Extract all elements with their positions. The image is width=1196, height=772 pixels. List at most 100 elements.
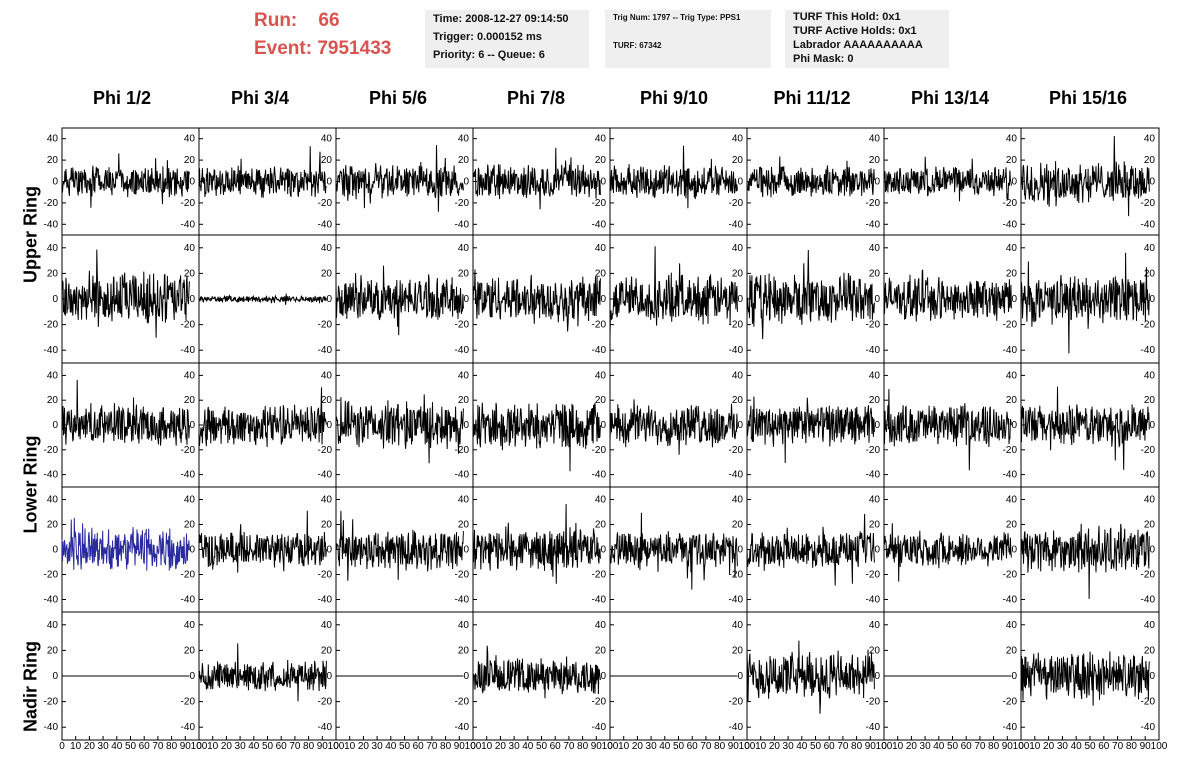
y-tick-label: 40	[321, 134, 333, 145]
y-tick-label: 20	[1006, 155, 1018, 166]
y-tick-label: 20	[595, 268, 607, 279]
y-tick-label: 40	[1144, 370, 1156, 381]
turf-info-box: TURF This Hold: 0x1 TURF Active Holds: 0…	[785, 10, 949, 68]
y-tick-label: 20	[869, 520, 881, 531]
waveform-trace	[746, 156, 875, 198]
y-tick-label: -40	[44, 219, 59, 230]
x-tick-label: 50	[536, 741, 548, 752]
x-tick-label: 30	[235, 741, 247, 752]
y-tick-label: 40	[1006, 620, 1018, 631]
x-tick-label: 20	[1043, 741, 1055, 752]
trigger-text: Trigger: 0.000152 ms	[433, 31, 542, 43]
y-tick-label: 40	[321, 370, 333, 381]
y-tick-label: 0	[326, 420, 332, 431]
y-tick-label: 0	[189, 420, 195, 431]
y-tick-label: 20	[869, 155, 881, 166]
y-tick-label: 40	[869, 134, 881, 145]
phi-mask-text: Phi Mask: 0	[793, 53, 854, 65]
y-tick-label: 0	[326, 294, 332, 305]
y-tick-label: 0	[189, 671, 195, 682]
y-tick-label: 40	[732, 495, 744, 506]
y-tick-label: 0	[600, 294, 606, 305]
y-tick-label: 0	[463, 420, 469, 431]
y-tick-label: 20	[1144, 520, 1156, 531]
waveform-trace	[61, 517, 190, 571]
x-tick-label: 100	[465, 741, 482, 752]
y-tick-label: 0	[1011, 420, 1017, 431]
x-tick-label: 80	[303, 741, 315, 752]
y-tick-label: -20	[866, 697, 881, 708]
x-tick-label: 60	[687, 741, 699, 752]
y-tick-label: 20	[1006, 395, 1018, 406]
y-tick-label: 40	[869, 243, 881, 254]
trig-info-box: Trig Num: 1797 -- Trig Type: PPS1 TURF: …	[605, 10, 771, 68]
y-tick-label: 40	[458, 620, 470, 631]
x-tick-label: 40	[933, 741, 945, 752]
y-tick-label: -40	[44, 345, 59, 356]
y-tick-label: -20	[44, 320, 59, 331]
x-tick-label: 50	[947, 741, 959, 752]
y-tick-label: 40	[732, 370, 744, 381]
y-tick-label: -40	[866, 722, 881, 733]
waveform-trace	[883, 156, 1012, 202]
y-tick-label: -20	[1003, 445, 1018, 456]
y-tick-label: -20	[592, 697, 607, 708]
waveform-trace	[335, 510, 464, 581]
y-tick-label: -40	[181, 345, 196, 356]
x-tick-label: 10	[1029, 741, 1041, 752]
y-tick-label: 20	[595, 645, 607, 656]
x-tick-label: 50	[1084, 741, 1096, 752]
y-tick-label: -40	[455, 595, 470, 606]
x-tick-label: 30	[783, 741, 795, 752]
y-tick-label: 20	[1144, 155, 1156, 166]
y-tick-label: -40	[318, 722, 333, 733]
y-tick-label: 20	[321, 645, 333, 656]
y-tick-label: 0	[52, 420, 58, 431]
y-tick-label: 40	[1144, 243, 1156, 254]
y-tick-label: -20	[592, 198, 607, 209]
waveform-trace	[472, 645, 601, 699]
y-tick-label: 0	[1149, 671, 1155, 682]
x-tick-label: 100	[739, 741, 756, 752]
x-tick-label: 60	[139, 741, 151, 752]
y-tick-label: -40	[1003, 595, 1018, 606]
y-tick-label: -20	[455, 198, 470, 209]
y-tick-label: 0	[874, 294, 880, 305]
y-tick-label: -40	[44, 470, 59, 481]
y-tick-label: 40	[47, 134, 59, 145]
x-tick-label: 0	[881, 741, 887, 752]
labrador-text: Labrador AAAAAAAAAA	[793, 39, 923, 51]
y-tick-label: -20	[44, 198, 59, 209]
x-tick-label: 20	[632, 741, 644, 752]
y-tick-label: -40	[1003, 470, 1018, 481]
y-tick-label: 40	[458, 243, 470, 254]
y-tick-label: 20	[869, 395, 881, 406]
y-tick-label: -20	[1141, 697, 1156, 708]
x-tick-label: 10	[207, 741, 219, 752]
x-tick-label: 40	[1071, 741, 1083, 752]
y-tick-label: -40	[729, 345, 744, 356]
y-tick-label: -20	[44, 697, 59, 708]
y-tick-label: -40	[1141, 470, 1156, 481]
y-tick-label: 0	[189, 177, 195, 188]
y-tick-label: 40	[1006, 243, 1018, 254]
y-tick-label: -20	[181, 445, 196, 456]
waveform-trace	[472, 401, 601, 472]
y-tick-label: -20	[592, 445, 607, 456]
waveform-trace	[609, 512, 738, 590]
y-tick-label: -40	[1003, 722, 1018, 733]
y-tick-label: -40	[318, 345, 333, 356]
y-tick-label: -20	[455, 697, 470, 708]
y-tick-label: 0	[1149, 545, 1155, 556]
y-tick-label: 0	[1011, 177, 1017, 188]
x-tick-label: 0	[59, 741, 65, 752]
y-tick-label: 20	[1006, 520, 1018, 531]
column-header-phi-7-8: Phi 7/8	[506, 88, 566, 108]
y-tick-label: -40	[181, 722, 196, 733]
time-info-box: Time: 2008-12-27 09:14:50 Trigger: 0.000…	[425, 10, 589, 68]
x-tick-label: 40	[248, 741, 260, 752]
x-tick-label: 10	[481, 741, 493, 752]
x-tick-label: 0	[1018, 741, 1024, 752]
y-tick-label: -20	[181, 570, 196, 581]
y-tick-label: -40	[318, 219, 333, 230]
